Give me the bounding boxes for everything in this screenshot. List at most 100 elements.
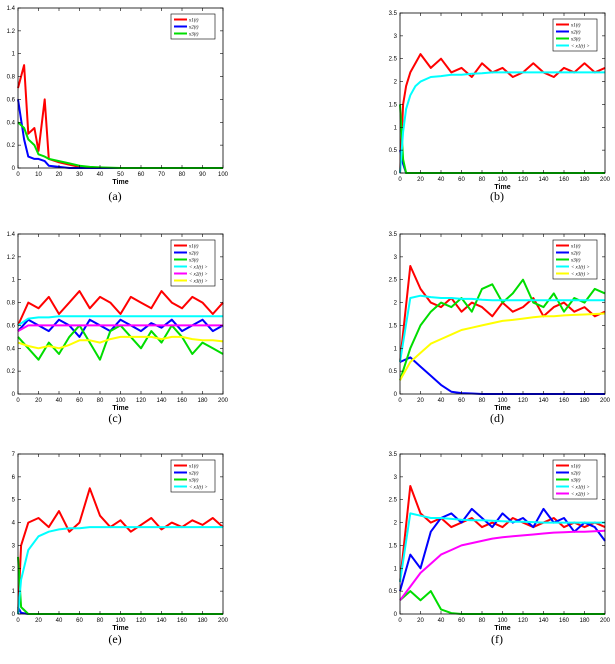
legend-box bbox=[170, 239, 216, 287]
y-tick-label: 1 bbox=[394, 566, 398, 572]
y-tick-label: 1.2 bbox=[7, 29, 16, 35]
x-tick-label: 20 bbox=[417, 177, 424, 183]
y-tick-label: 1.2 bbox=[7, 255, 16, 261]
y-tick-label: 1.5 bbox=[389, 323, 398, 329]
chart-panel-a: 0 10 20 30 40 50 60 70 80 90 100 0 0.2 0.4 0.6 0.8 1 1.2 1… bbox=[0, 3, 230, 218]
y-tick-label: 0.2 bbox=[7, 369, 16, 375]
x-tick-label: 100 bbox=[497, 398, 508, 404]
x-tick-label: 0 bbox=[398, 177, 402, 183]
y-tick-label: 0.5 bbox=[389, 589, 398, 595]
x-tick-label: 120 bbox=[136, 618, 147, 624]
x-tick-label: 120 bbox=[518, 618, 529, 624]
chart-b: 0 20 40 60 80 100 120 140 160 180 200 0 0.5 1 1.5 2 2.5 3… bbox=[389, 11, 611, 191]
x-tick-label: 140 bbox=[156, 618, 167, 624]
x-tick-label: 10 bbox=[35, 172, 42, 178]
x-tick-label: 200 bbox=[600, 618, 611, 624]
y-tick-label: 1 bbox=[12, 52, 16, 58]
x-tick-label: 0 bbox=[16, 172, 20, 178]
x-tick-label: 90 bbox=[199, 172, 206, 178]
y-tick-label: 2 bbox=[394, 301, 398, 307]
x-tick-label: 120 bbox=[136, 398, 147, 404]
y-tick-label: 1 bbox=[12, 278, 16, 284]
chart-panel-d: 0 20 40 60 80 100 120 140 160 180 200 0 0.5 1 1.5 2 2.5 3… bbox=[382, 229, 612, 444]
y-tick-label: 0.4 bbox=[7, 120, 16, 126]
legend-label: x2(t) bbox=[570, 31, 581, 36]
x-axis-label: Time bbox=[112, 625, 128, 632]
x-tick-label: 160 bbox=[559, 398, 570, 404]
chart-panel-c: 0 20 40 60 80 100 120 140 160 180 200 0 0.2 0.4 0.6 0.8… bbox=[0, 229, 230, 444]
chart-a: 0 10 20 30 40 50 60 70 80 90 100 0 0.2 0.4 0.6 0.8 1 1.2 1… bbox=[7, 6, 229, 186]
x-tick-label: 80 bbox=[97, 398, 104, 404]
y-tick-label: 0.6 bbox=[7, 97, 16, 103]
x-axis-label: Time bbox=[494, 405, 510, 412]
x-tick-label: 0 bbox=[398, 618, 402, 624]
legend-label: < x2(t) > bbox=[571, 493, 590, 498]
y-tick-label: 3 bbox=[394, 475, 398, 481]
y-tick-label: 2 bbox=[394, 521, 398, 527]
y-tick-label: 0 bbox=[394, 612, 398, 618]
x-tick-label: 140 bbox=[538, 398, 549, 404]
y-tick-label: 1 bbox=[394, 346, 398, 352]
x-tick-label: 200 bbox=[218, 398, 229, 404]
y-tick-label: 0 bbox=[394, 171, 398, 177]
y-tick-label: 1.5 bbox=[389, 543, 398, 549]
chart-panel-e: 0 20 40 60 80 100 120 140 160 180 200 0 1 2 3 4 5 6 7 Time x… bbox=[0, 449, 230, 664]
x-tick-label: 0 bbox=[398, 398, 402, 404]
series-line-3 bbox=[399, 294, 605, 363]
x-tick-label: 60 bbox=[76, 398, 83, 404]
series-line-0 bbox=[399, 485, 606, 583]
x-tick-label: 160 bbox=[559, 618, 570, 624]
chart-e: 0 20 40 60 80 100 120 140 160 180 200 0 1 2 3 4 5 6 7 Time x… bbox=[12, 452, 229, 632]
legend-label: x1(t) bbox=[188, 465, 199, 470]
series-line-0 bbox=[17, 290, 224, 326]
y-tick-label: 0.2 bbox=[7, 143, 16, 149]
x-tick-label: 40 bbox=[97, 172, 104, 178]
caption-b: (b) bbox=[490, 189, 504, 203]
x-tick-label: 100 bbox=[497, 177, 508, 183]
legend-label: x2(t) bbox=[188, 472, 199, 477]
x-tick-label: 20 bbox=[35, 618, 42, 624]
caption-c: (c) bbox=[108, 411, 122, 425]
x-tick-label: 180 bbox=[197, 398, 208, 404]
y-tick-label: 0 bbox=[12, 166, 16, 172]
caption-e: (e) bbox=[108, 632, 122, 646]
x-tick-label: 80 bbox=[479, 618, 486, 624]
series-line-3 bbox=[399, 71, 605, 174]
x-tick-label: 120 bbox=[518, 177, 529, 183]
series-line-1 bbox=[399, 507, 606, 592]
y-tick-label: 3.5 bbox=[389, 452, 398, 458]
y-tick-label: 7 bbox=[12, 452, 16, 458]
series-line-3 bbox=[17, 526, 223, 615]
x-tick-label: 180 bbox=[579, 177, 590, 183]
y-tick-label: 0.8 bbox=[7, 75, 16, 81]
x-axis-label: Time bbox=[112, 179, 128, 186]
legend-label: x1(t) bbox=[570, 245, 581, 250]
y-tick-label: 2.5 bbox=[389, 278, 398, 284]
y-tick-label: 3 bbox=[394, 34, 398, 40]
x-tick-label: 80 bbox=[479, 177, 486, 183]
legend-label: x3(t) bbox=[188, 33, 199, 38]
chart-f: 0 20 40 60 80 100 120 140 160 180 200 0 0.5 1 1.5 2 2.5 3… bbox=[389, 452, 611, 632]
legend-label: x3(t) bbox=[570, 38, 581, 43]
y-tick-label: 1.4 bbox=[7, 6, 16, 12]
legend-label: x2(t) bbox=[188, 26, 199, 31]
x-tick-label: 40 bbox=[438, 618, 445, 624]
x-tick-label: 40 bbox=[56, 398, 63, 404]
x-tick-label: 160 bbox=[177, 618, 188, 624]
x-axis-label: Time bbox=[494, 184, 510, 191]
x-tick-label: 30 bbox=[76, 172, 83, 178]
legend-label: x2(t) bbox=[188, 252, 199, 257]
legend-label: x3(t) bbox=[188, 479, 199, 484]
y-tick-label: 0.4 bbox=[7, 346, 16, 352]
x-tick-label: 60 bbox=[458, 177, 465, 183]
caption-a: (a) bbox=[108, 189, 122, 203]
x-tick-label: 80 bbox=[179, 172, 186, 178]
chart-c: 0 20 40 60 80 100 120 140 160 180 200 0 0.2 0.4 0.6 0.8… bbox=[7, 232, 229, 412]
y-tick-label: 0.8 bbox=[7, 301, 16, 307]
y-tick-label: 5 bbox=[12, 498, 16, 504]
y-tick-label: 3.5 bbox=[389, 11, 398, 17]
legend-label: x2(t) bbox=[570, 472, 581, 477]
y-tick-label: 1 bbox=[394, 125, 398, 131]
x-tick-label: 20 bbox=[417, 618, 424, 624]
series-line-3 bbox=[17, 315, 223, 327]
